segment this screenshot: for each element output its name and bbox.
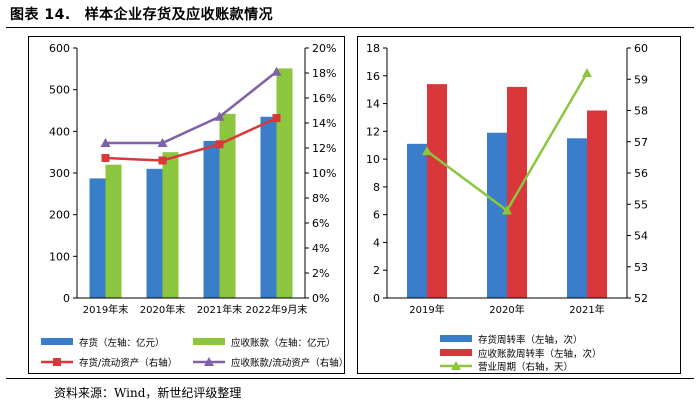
- series-line: [105, 116, 278, 162]
- legend-swatch: [193, 338, 225, 345]
- y-tick-label-left: 100: [49, 250, 70, 263]
- legend-marker: [451, 361, 461, 370]
- line-point: [157, 138, 168, 147]
- x-tick-label: 2019年: [409, 303, 444, 316]
- line-point: [215, 140, 224, 149]
- y-tick-label-left: 0: [63, 292, 70, 305]
- y-tick-label-left: 4: [373, 236, 380, 249]
- line-point: [101, 154, 110, 162]
- y-tick-label-left: 16: [366, 70, 380, 83]
- x-tick-label: 2019年末: [83, 303, 128, 316]
- y-tick-label-left: 12: [366, 125, 380, 138]
- right-chart-panel: 0 2 4 6 8 10 12 14 16 18 52 53 54 55 56 57 58 59 60 2019年 20…: [357, 36, 681, 374]
- bar: [487, 132, 507, 298]
- legend-label: 应收账款（左轴：亿元）: [231, 337, 336, 349]
- y-tick-label-right: 58: [634, 105, 648, 118]
- y-tick-label-right: 18%: [312, 67, 336, 80]
- y-tick-label-right: 12%: [312, 142, 336, 155]
- y-tick-label-right: 54: [634, 230, 648, 243]
- legend-label: 存货/流动资产（右轴）: [79, 357, 177, 369]
- y-tick-label-right: 6%: [312, 217, 329, 230]
- bar: [105, 164, 122, 298]
- legend-label: 存货周转率（左轴，次）: [478, 334, 583, 346]
- legend-label: 营业周期（右轴，天）: [478, 361, 573, 373]
- figure-label: 图表 14.: [10, 7, 71, 23]
- legend-label: 应收账款/流动资产（右轴）: [231, 357, 344, 369]
- line-point: [272, 114, 281, 122]
- line-point: [214, 111, 225, 121]
- line-point: [100, 138, 111, 147]
- y-tick-label-right: 10%: [312, 167, 336, 180]
- line-point: [422, 146, 432, 156]
- bar: [427, 84, 447, 298]
- bar: [260, 116, 277, 298]
- y-tick-label-left: 6: [373, 209, 380, 222]
- bar: [587, 110, 607, 298]
- line-point: [582, 68, 592, 77]
- legend-swatch: [440, 335, 472, 342]
- y-tick-label-right: 55: [634, 198, 648, 211]
- figure-title: 图表 14. 样本企业存货及应收账款情况: [10, 4, 273, 24]
- legend-swatch: [41, 338, 73, 345]
- left-chart: 0 100 200 300 400 500 600 0% 2% 4% 6% 8% 10% 12% 14% 16…: [41, 42, 348, 369]
- y-tick-label-right: 4%: [312, 242, 329, 255]
- x-tick-label: 2021年: [569, 303, 604, 316]
- legend-marker: [204, 357, 214, 366]
- bar: [203, 140, 220, 298]
- y-tick-label-right: 56: [634, 167, 648, 180]
- bottom-rule: [6, 378, 694, 379]
- left-chart-panel: 0 100 200 300 400 500 600 0% 2% 4% 6% 8% 10% 12% 14% 16…: [28, 36, 348, 374]
- y-tick-label-right: 0%: [312, 292, 329, 305]
- y-tick-label-left: 500: [49, 84, 70, 97]
- x-tick-label: 2021年末: [197, 303, 242, 316]
- bar: [219, 113, 236, 298]
- legend-marker: [53, 358, 61, 366]
- x-tick-label: 2022年9月末: [246, 303, 308, 316]
- bar: [89, 178, 106, 298]
- y-tick-label-right: 14%: [312, 117, 336, 130]
- y-tick-label-left: 10: [366, 153, 380, 166]
- line-point: [502, 205, 512, 215]
- bar: [567, 138, 587, 298]
- legend-label: 应收账款周转率（左轴，次）: [478, 348, 602, 360]
- right-chart: 0 2 4 6 8 10 12 14 16 18 52 53 54 55 56 57 58 59 60 2019年 20…: [366, 42, 648, 373]
- y-tick-label-right: 57: [634, 136, 648, 149]
- top-rule: [6, 27, 694, 28]
- source-note: 资料来源：Wind，新世纪评级整理: [54, 386, 242, 400]
- y-tick-label-right: 53: [634, 261, 648, 274]
- y-tick-label-left: 2: [373, 264, 380, 277]
- y-tick-label-right: 59: [634, 73, 648, 86]
- bar: [276, 68, 293, 299]
- line-point: [158, 156, 167, 165]
- bar: [146, 168, 163, 298]
- y-tick-label-left: 200: [49, 209, 70, 222]
- bar: [162, 152, 179, 298]
- y-tick-label-left: 18: [366, 42, 380, 55]
- y-tick-label-right: 60: [634, 42, 648, 55]
- y-tick-label-right: 16%: [312, 92, 336, 105]
- y-tick-label-right: 2%: [312, 267, 329, 280]
- series-line: [105, 70, 278, 145]
- legend-swatch: [440, 349, 472, 356]
- y-tick-label-right: 8%: [312, 192, 329, 205]
- x-tick-label: 2020年末: [140, 303, 185, 316]
- y-tick-label-left: 0: [373, 292, 380, 305]
- y-tick-label-left: 14: [366, 98, 380, 111]
- legend-label: 存货（左轴：亿元）: [79, 337, 165, 349]
- y-tick-label-left: 600: [49, 42, 70, 55]
- line-point: [271, 66, 282, 76]
- y-tick-label-left: 8: [373, 181, 380, 194]
- y-tick-label-right: 52: [634, 292, 648, 305]
- y-tick-label-right: 20%: [312, 42, 336, 55]
- figure-title-text: 样本企业存货及应收账款情况: [84, 7, 274, 23]
- y-tick-label-left: 400: [49, 125, 70, 138]
- y-tick-label-left: 300: [49, 167, 70, 180]
- x-tick-label: 2020年: [489, 303, 524, 316]
- bar: [407, 143, 427, 298]
